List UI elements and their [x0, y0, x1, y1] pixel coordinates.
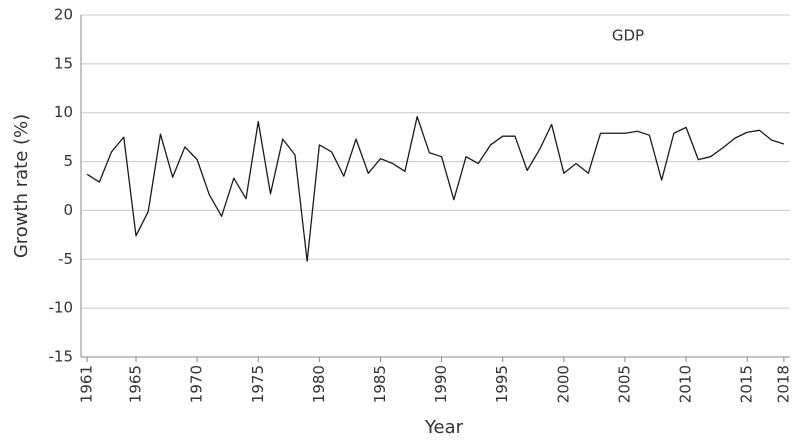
x-tick-label: 1961 [78, 365, 96, 403]
y-axis-label: Growth rate (%) [11, 114, 32, 258]
y-tick-label: 5 [63, 152, 73, 170]
x-tick-label: 1980 [310, 365, 328, 403]
x-tick-label: 2005 [615, 365, 633, 403]
x-tick-label: 2010 [677, 365, 695, 403]
series-annotation: GDP [612, 27, 644, 45]
y-tick-label: -10 [49, 299, 74, 317]
x-tick-label: 2000 [554, 365, 572, 403]
data-line [86, 115, 785, 262]
x-tick-label: 1995 [493, 365, 511, 403]
x-tick-label: 1990 [432, 365, 450, 403]
x-tick-label: 2018 [774, 365, 792, 403]
y-tick-label: -15 [49, 348, 74, 366]
y-tick-label: 0 [63, 201, 73, 219]
x-axis-label: Year [424, 417, 464, 438]
y-tick-label: 20 [54, 6, 73, 24]
x-tick-label: 1965 [127, 365, 145, 403]
x-tick-label: 1985 [371, 365, 389, 403]
x-tick-label: 2015 [738, 365, 756, 403]
y-tick-label: -5 [58, 250, 73, 268]
x-tick-label: 1975 [249, 365, 267, 403]
y-tick-label: 15 [54, 54, 73, 72]
x-tick-label: 1970 [188, 365, 206, 403]
y-tick-label: 10 [54, 103, 73, 121]
